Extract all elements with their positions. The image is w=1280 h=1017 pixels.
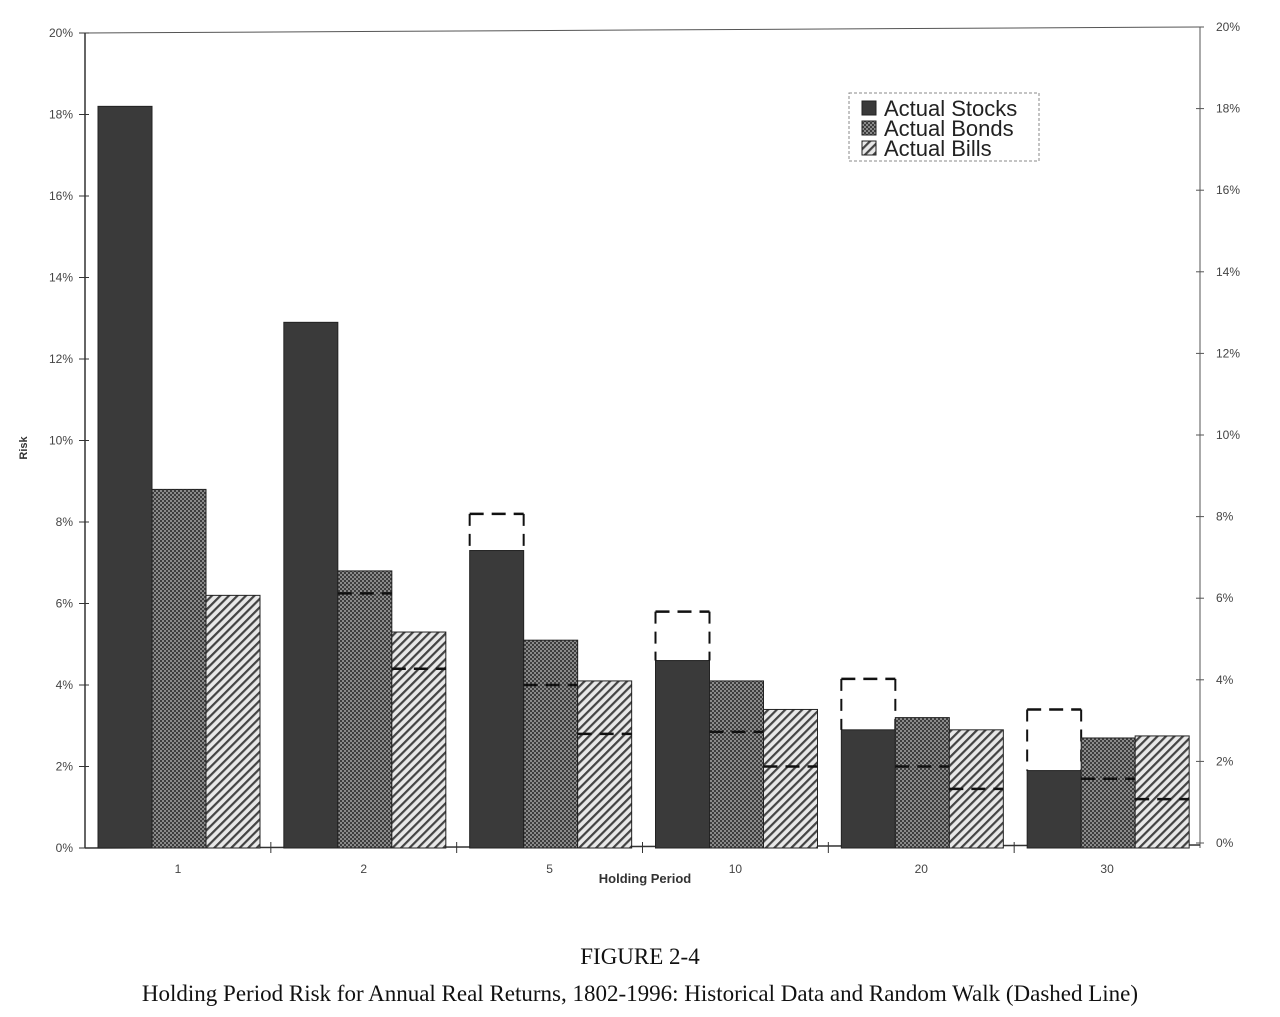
y-tick-label-right: 10% xyxy=(1216,428,1240,442)
bar-actual-stocks xyxy=(469,550,525,849)
x-tick-label: 2 xyxy=(360,862,367,876)
y-tick-label-left: 10% xyxy=(49,434,73,448)
y-tick-label-right: 0% xyxy=(1216,836,1234,850)
bar-actual-stocks xyxy=(283,321,339,849)
x-tick-label: 5 xyxy=(546,862,553,876)
bar-actual-stocks xyxy=(1026,770,1082,849)
bar-actual-bonds xyxy=(1080,737,1136,849)
legend-swatch xyxy=(861,120,877,136)
y-tick-label-right: 16% xyxy=(1216,183,1240,197)
bar-actual-bonds xyxy=(523,639,579,849)
y-tick-label-right: 14% xyxy=(1216,265,1240,279)
bar-actual-bonds xyxy=(709,680,764,849)
y-tick-label-left: 18% xyxy=(49,108,73,122)
figure-title: FIGURE 2-4 xyxy=(580,944,700,969)
legend-label: Actual Stocks xyxy=(884,96,1017,121)
y-tick-label-right: 2% xyxy=(1216,754,1234,768)
bar-actual-stocks xyxy=(97,105,153,849)
y-tick-label-left: 4% xyxy=(56,678,74,692)
bar-actual-stocks xyxy=(655,660,710,849)
bar-actual-bills xyxy=(1134,735,1190,849)
y-tick-label-left: 12% xyxy=(49,352,73,366)
bar-actual-bills xyxy=(391,631,447,849)
y-tick-label-left: 0% xyxy=(56,841,74,855)
axes: 0% 0% 2% 2% 4% 4% 6% 6% 8% 8% 10% 10% 12% 12% 14% 14% 16… xyxy=(49,20,1240,876)
bar-actual-bonds xyxy=(894,717,950,849)
bar-actual-stocks xyxy=(840,729,896,849)
x-tick-label: 30 xyxy=(1100,862,1114,876)
y-tick-label-right: 12% xyxy=(1216,346,1240,360)
bars xyxy=(97,105,1190,849)
x-tick-label: 20 xyxy=(915,862,929,876)
figure-subtitle: Holding Period Risk for Annual Real Retu… xyxy=(141,981,1139,1006)
bar-actual-bills xyxy=(763,708,818,849)
legend-label: Actual Bills xyxy=(884,136,992,161)
y-tick-label-left: 8% xyxy=(56,515,74,529)
bar-actual-bills xyxy=(577,680,633,849)
bar-actual-bonds xyxy=(337,570,393,849)
plot-border-top xyxy=(84,26,1201,34)
y-tick-label-right: 18% xyxy=(1216,102,1240,116)
legend-swatch xyxy=(861,100,877,116)
y-tick-label-left: 14% xyxy=(49,271,73,285)
bar-actual-bonds xyxy=(151,488,207,849)
y-tick-label-left: 6% xyxy=(56,597,74,611)
y-tick-label-left: 16% xyxy=(49,189,73,203)
y-tick-label-right: 6% xyxy=(1216,591,1234,605)
x-tick-label: 1 xyxy=(175,862,182,876)
y-tick-label-right: 20% xyxy=(1216,20,1240,34)
x-axis-label: Holding Period xyxy=(599,871,692,886)
legend-label: Actual Bonds xyxy=(884,116,1014,141)
y-tick-label-right: 8% xyxy=(1216,510,1234,524)
legend-swatch xyxy=(861,140,877,156)
y-tick-label-left: 2% xyxy=(56,760,74,774)
x-tick-label: 10 xyxy=(729,862,743,876)
legend-box xyxy=(848,92,1040,162)
bar-actual-bills xyxy=(205,594,261,849)
y-tick-label-right: 4% xyxy=(1216,673,1234,687)
y-axis-label: Risk xyxy=(18,436,30,460)
y-tick-label-left: 20% xyxy=(49,26,73,40)
